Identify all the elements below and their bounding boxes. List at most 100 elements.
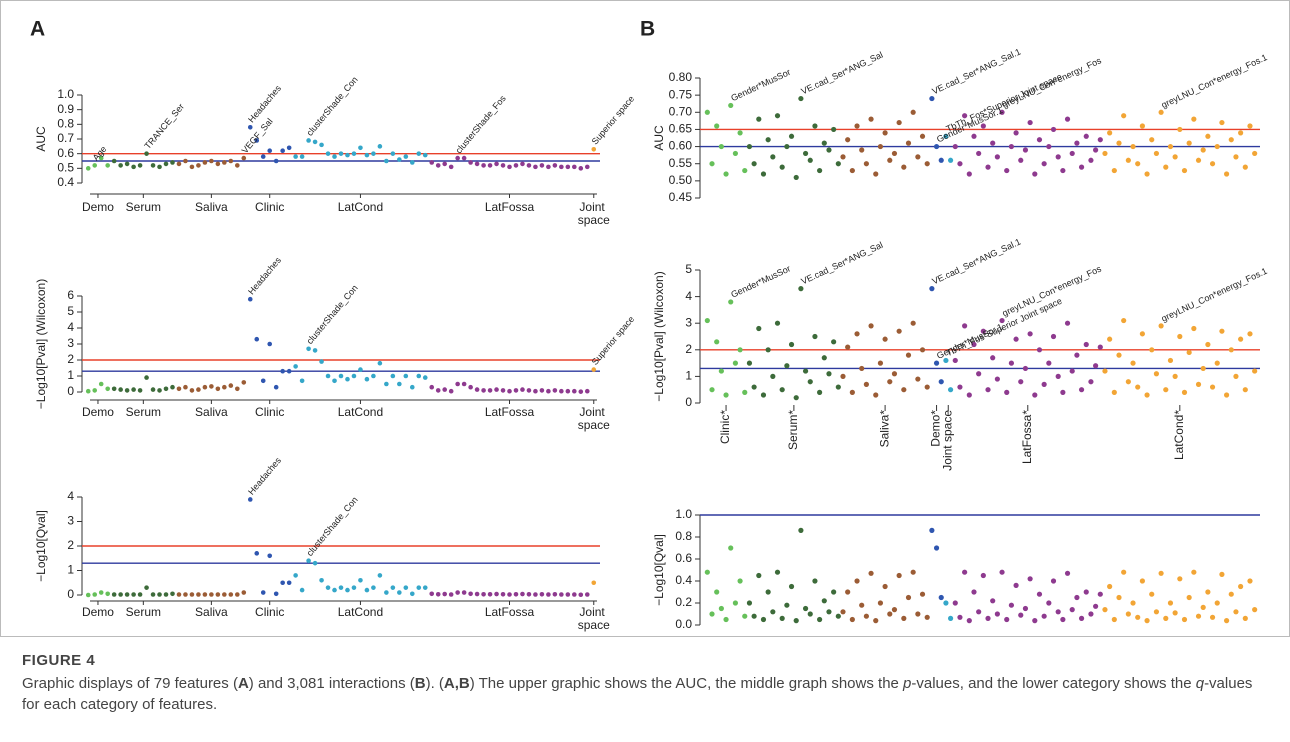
data-point	[584, 388, 590, 394]
data-point	[1228, 347, 1234, 353]
data-point	[306, 558, 311, 563]
data-point	[364, 587, 370, 593]
data-point	[92, 388, 98, 393]
data-point	[1055, 609, 1061, 615]
data-point	[1097, 137, 1103, 143]
data-point	[124, 388, 130, 393]
x-tick-label: Demo	[82, 200, 114, 214]
data-point	[732, 360, 739, 366]
data-point	[222, 592, 227, 597]
data-point	[849, 616, 855, 623]
data-point	[784, 602, 790, 608]
data-point	[228, 158, 234, 164]
data-point	[1205, 341, 1211, 348]
data-point	[1191, 325, 1197, 332]
data-point	[760, 616, 767, 623]
data-point	[487, 388, 493, 393]
data-point	[1116, 352, 1122, 358]
data-point	[971, 133, 977, 139]
data-point	[157, 164, 162, 170]
data-point	[957, 614, 963, 620]
data-point	[737, 130, 743, 136]
data-point	[591, 146, 597, 152]
data-point	[209, 384, 214, 389]
data-point	[788, 583, 795, 590]
data-point	[448, 164, 454, 170]
data-point	[1214, 600, 1220, 606]
data-point	[312, 139, 318, 145]
data-point	[943, 357, 949, 364]
data-point	[723, 171, 729, 177]
data-point	[351, 151, 357, 156]
data-point	[1242, 615, 1248, 622]
data-point	[873, 618, 879, 624]
data-point	[455, 155, 460, 161]
data-point	[448, 592, 454, 597]
data-point	[798, 95, 804, 102]
data-point	[1074, 140, 1080, 146]
data-point	[1008, 143, 1015, 150]
data-point	[260, 378, 266, 384]
data-point	[1247, 331, 1253, 337]
data-point	[1247, 123, 1253, 129]
data-point	[325, 373, 331, 379]
data-point	[422, 152, 428, 158]
data-point	[98, 155, 104, 161]
data-point	[364, 152, 370, 158]
data-point	[247, 497, 253, 502]
data-point	[1130, 600, 1136, 606]
data-point	[1172, 154, 1178, 160]
data-point	[821, 140, 827, 146]
data-point	[891, 150, 898, 157]
data-point	[1153, 609, 1160, 615]
data-point	[273, 158, 279, 164]
data-point	[565, 388, 571, 394]
data-point	[163, 592, 169, 597]
data-point	[215, 386, 221, 392]
y-tick-label: 5	[67, 304, 74, 318]
data-point	[131, 387, 136, 392]
data-point	[565, 164, 571, 170]
data-point	[422, 375, 428, 380]
data-point	[1153, 371, 1160, 377]
annotation: clusterShade_Fos	[454, 93, 509, 155]
data-point	[714, 339, 720, 345]
data-point	[976, 371, 982, 377]
caption-text: ) The upper graphic shows the AUC, the m…	[469, 675, 904, 692]
data-point	[235, 386, 240, 392]
data-point	[868, 116, 874, 122]
data-point	[849, 389, 855, 395]
data-point	[500, 388, 506, 393]
y-tick-label: 1	[67, 563, 74, 577]
data-point	[1102, 607, 1108, 613]
annotation: Headaches	[246, 455, 283, 497]
data-point	[539, 163, 545, 168]
data-point	[718, 143, 724, 150]
caption-text: p	[903, 675, 912, 692]
data-point	[254, 138, 260, 143]
x-tick-label: Demo*	[929, 410, 943, 447]
data-point	[384, 590, 389, 595]
data-point	[1200, 604, 1206, 611]
data-point	[170, 384, 175, 390]
data-point	[1149, 347, 1155, 353]
data-point	[887, 379, 893, 385]
data-point	[494, 161, 499, 167]
data-point	[1233, 609, 1239, 615]
data-point	[1242, 164, 1248, 170]
annotation: VE.cad_Ser*ANG_Sal.1	[931, 47, 1023, 97]
y-tick-label: 0.55	[669, 156, 693, 170]
data-point	[1088, 157, 1094, 163]
x-tick-label: LatFossa*	[1020, 410, 1034, 464]
data-point	[746, 600, 753, 606]
data-point	[332, 378, 337, 384]
data-point	[442, 591, 447, 597]
data-point	[1121, 113, 1127, 119]
data-point	[728, 102, 734, 109]
data-point	[905, 140, 912, 146]
data-point	[1195, 157, 1202, 163]
data-point	[1135, 614, 1141, 620]
data-point	[1102, 368, 1108, 374]
data-point	[718, 605, 724, 612]
x-tick-label: Serum	[126, 605, 161, 619]
